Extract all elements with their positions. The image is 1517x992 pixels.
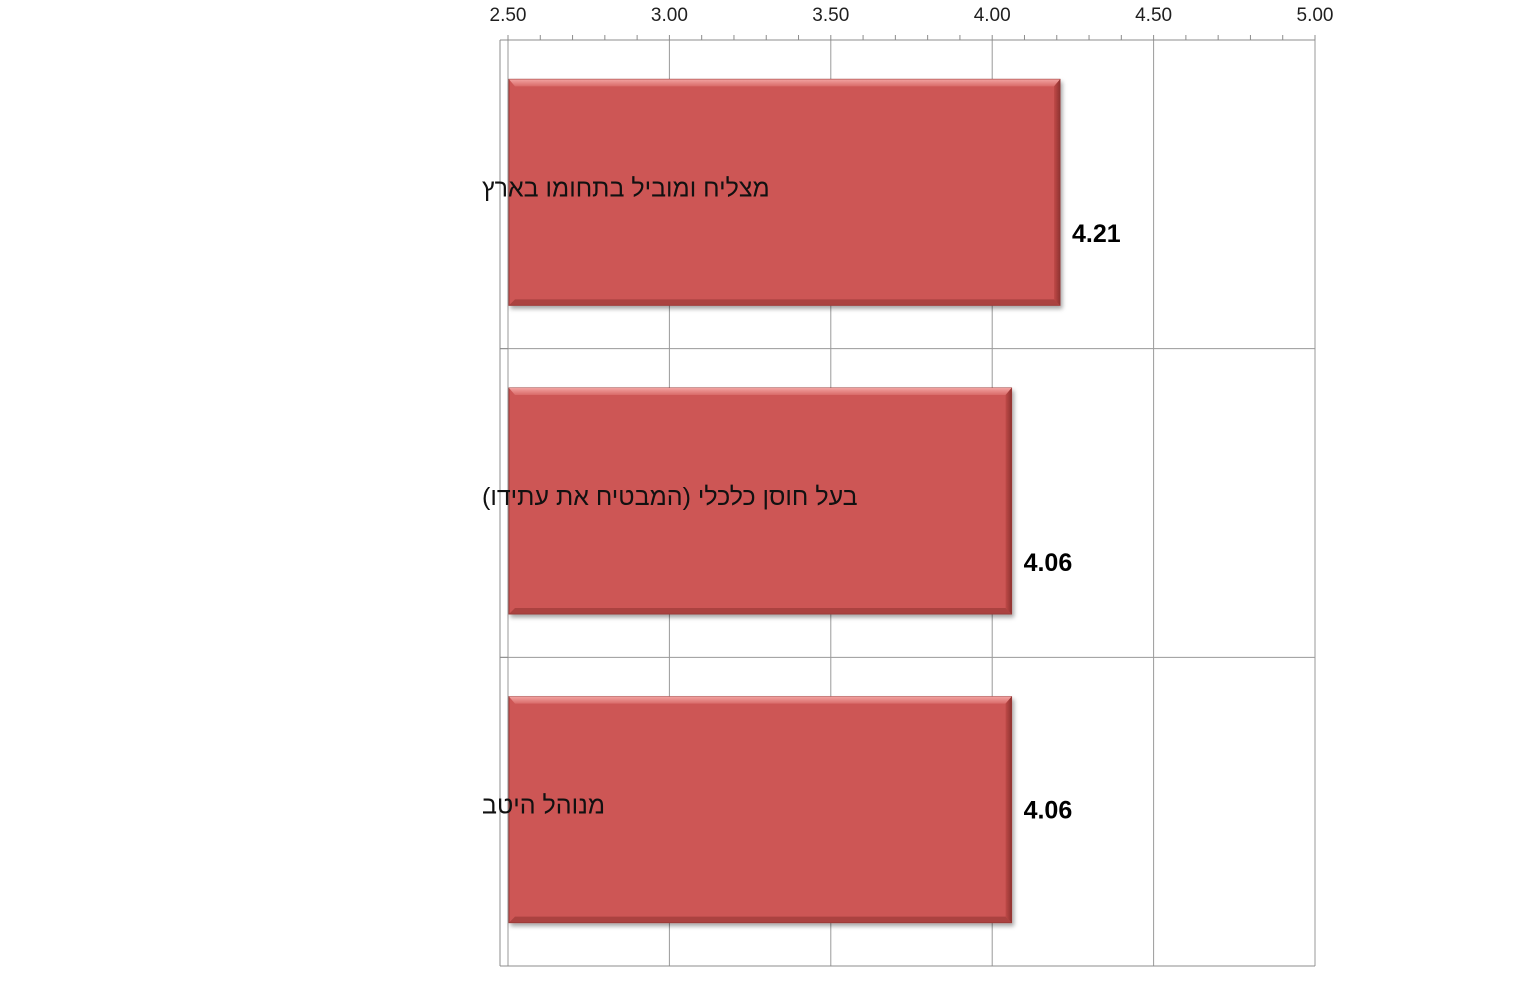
bar-bevel-top xyxy=(509,388,1012,395)
labels: 2.50 3.00 3.50 4.00 4.50 5.00 מצליח ומוביל בתח… xyxy=(482,5,1333,825)
bar-face xyxy=(508,387,1013,615)
category-label: מנוהל היטב xyxy=(482,792,605,820)
value-label: 4.21 xyxy=(1072,220,1121,248)
bar-bevel-right xyxy=(1005,388,1012,614)
category-label: מצליח ומוביל בתחומו בארץ xyxy=(482,174,770,202)
x-tick-label: 4.50 xyxy=(1135,5,1172,26)
bar-bevel-top xyxy=(509,79,1060,87)
bar-face xyxy=(508,696,1013,924)
bar xyxy=(508,696,1013,924)
value-label: 4.06 xyxy=(1024,549,1073,577)
x-tick-label: 4.00 xyxy=(974,5,1011,26)
axes xyxy=(499,35,1316,967)
bar xyxy=(508,78,1061,306)
bars xyxy=(508,78,1061,924)
category-label: בעל חוסן כלכלי (המבטיח את עתידו) xyxy=(482,483,858,511)
x-tick-label: 2.50 xyxy=(490,5,527,26)
x-tick-label: 5.00 xyxy=(1297,5,1334,26)
bar-bevel-right xyxy=(1005,696,1012,923)
x-tick-label: 3.00 xyxy=(651,5,688,26)
bar-bevel-top xyxy=(509,696,1012,704)
bar-bevel-bottom xyxy=(509,916,1012,923)
bar xyxy=(508,387,1013,615)
value-label: 4.06 xyxy=(1024,797,1073,825)
bar-bevel-right xyxy=(1053,79,1060,306)
bar-bevel-bottom xyxy=(509,299,1060,306)
bar-bevel-bottom xyxy=(509,608,1012,614)
x-tick-label: 3.50 xyxy=(812,5,849,26)
